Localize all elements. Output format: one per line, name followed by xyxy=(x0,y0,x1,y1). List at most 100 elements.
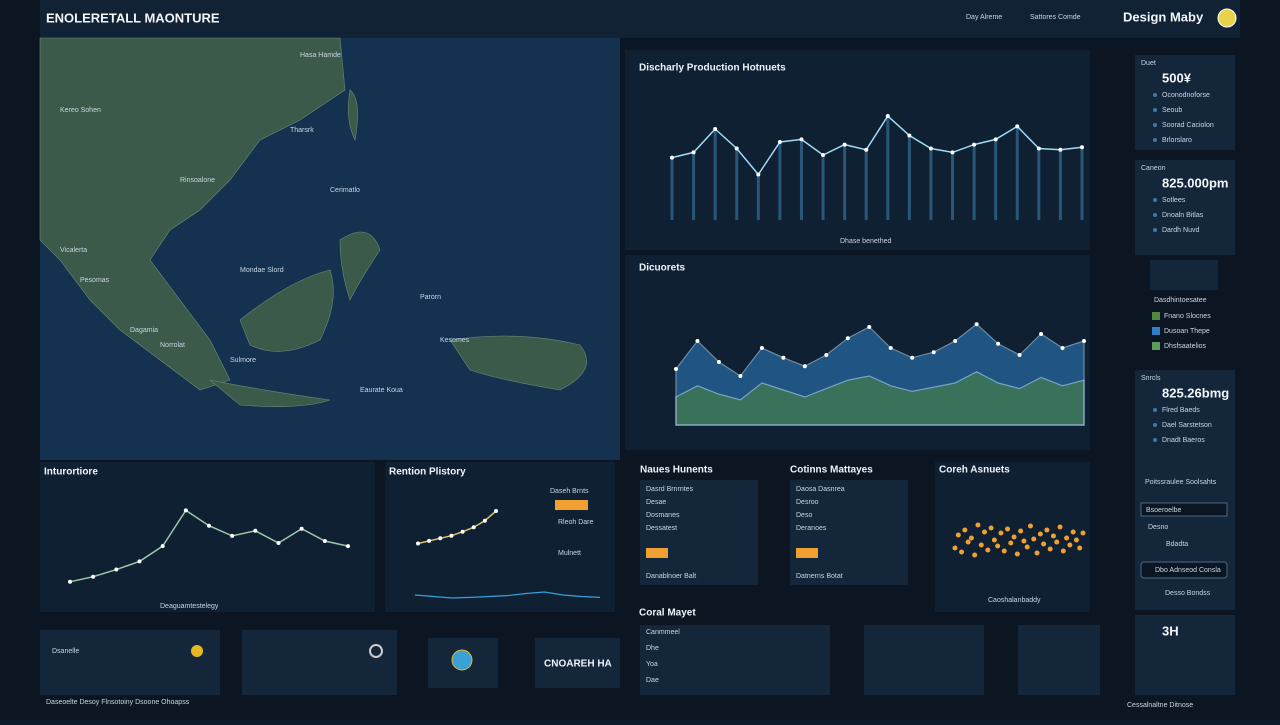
map-label: Sulmore xyxy=(230,357,256,364)
point xyxy=(759,346,764,350)
chart-title: Rention Plistory xyxy=(389,467,466,478)
point xyxy=(1077,545,1083,551)
badge xyxy=(796,548,818,558)
point xyxy=(1060,346,1065,350)
point xyxy=(1082,339,1086,343)
point xyxy=(691,150,696,155)
legend-item: Dusoan Thepe xyxy=(1164,328,1210,335)
point xyxy=(885,114,890,118)
panel xyxy=(535,638,620,688)
point xyxy=(460,529,465,534)
panel xyxy=(1135,462,1235,610)
bullet xyxy=(1153,423,1157,427)
list-row: Desae xyxy=(646,499,666,506)
point xyxy=(950,150,955,155)
list-row: Deso xyxy=(796,512,812,519)
point xyxy=(1058,147,1063,152)
panel xyxy=(640,480,758,585)
point xyxy=(867,325,872,329)
point xyxy=(734,146,739,151)
map-label: Cerimatlo xyxy=(330,187,360,194)
point xyxy=(427,538,432,543)
point xyxy=(471,525,476,530)
point xyxy=(1014,551,1020,557)
map-label: Rinsoalone xyxy=(180,177,215,184)
chart-title: Discharly Production Hotnuets xyxy=(639,63,786,74)
panel xyxy=(864,625,984,695)
footer: Daseoelte Desoy Flnsotoiny Dsoone Ohoaps… xyxy=(46,699,190,706)
legend-swatch xyxy=(1152,342,1160,350)
stat-item: Dael Sarstetson xyxy=(1162,422,1212,429)
select[interactable] xyxy=(1140,502,1228,517)
point xyxy=(931,350,936,355)
point xyxy=(1047,546,1053,552)
point xyxy=(959,549,965,555)
point xyxy=(972,552,978,558)
map-label: Parorn xyxy=(420,294,441,301)
footer: Cessalnaltne Ditnose xyxy=(1127,702,1193,709)
nav-item[interactable]: Day Alreme xyxy=(966,14,1002,21)
stat-item: Brlorslaro xyxy=(1162,137,1192,144)
stat-label: Duet xyxy=(1141,60,1156,67)
map-label: Pesomas xyxy=(80,277,110,284)
point xyxy=(1073,537,1079,543)
point xyxy=(991,537,997,543)
toggle[interactable]: Bdadta xyxy=(1166,541,1188,548)
button[interactable] xyxy=(1140,561,1228,579)
option[interactable]: Desno xyxy=(1148,524,1168,531)
settings-icon[interactable] xyxy=(369,644,383,658)
bullet xyxy=(1153,108,1157,112)
point xyxy=(1021,538,1027,544)
stat-item: Seoub xyxy=(1162,107,1182,114)
list-row: Dae xyxy=(646,677,659,684)
stat-item: Dnadt Baeros xyxy=(1162,437,1205,444)
panel xyxy=(625,50,1090,250)
avatar[interactable] xyxy=(1217,8,1237,28)
point xyxy=(716,360,721,364)
point xyxy=(1044,527,1050,533)
legend-swatch xyxy=(1152,327,1160,335)
section-title: Cotinns Mattayes xyxy=(790,465,873,476)
nav-item[interactable]: Sattores Comde xyxy=(1030,14,1081,21)
bullet xyxy=(1153,213,1157,217)
point xyxy=(1011,534,1017,540)
land xyxy=(39,37,587,407)
point xyxy=(907,133,912,138)
globe-icon xyxy=(451,649,473,671)
app-title: ENOLERETALL MAONTURE xyxy=(46,10,220,25)
trend-line xyxy=(414,591,601,599)
point xyxy=(207,523,211,528)
point xyxy=(695,339,700,343)
stat-item: Soorad Caciolon xyxy=(1162,122,1214,129)
chart-title: Coreh Asnuets xyxy=(939,465,1010,476)
list-row: Canmmeel xyxy=(646,629,680,636)
point xyxy=(756,172,761,177)
stat-item: Dardh Nuvd xyxy=(1162,227,1199,234)
point xyxy=(1039,332,1044,336)
point xyxy=(968,535,974,541)
point xyxy=(322,539,327,543)
action[interactable]: Desso Bondss xyxy=(1165,590,1211,597)
map-label: Dagamia xyxy=(130,327,158,334)
list-footer: Datnerns Botat xyxy=(796,573,843,580)
point xyxy=(1024,544,1030,550)
chart-caption: Deaguamtestelegy xyxy=(160,603,219,610)
point xyxy=(978,542,984,548)
bullet xyxy=(1153,138,1157,142)
point xyxy=(993,137,998,142)
point xyxy=(114,567,119,572)
point xyxy=(494,509,498,513)
map-label: Hasa Hamde xyxy=(300,52,341,59)
point xyxy=(1027,523,1033,529)
legend-item: Fnano Slocnes xyxy=(1164,313,1211,320)
point xyxy=(1018,528,1024,534)
point xyxy=(183,508,188,513)
point xyxy=(799,137,804,142)
point xyxy=(1034,550,1040,556)
point xyxy=(910,355,915,360)
bullet xyxy=(1153,438,1157,442)
list-row: Deranoes xyxy=(796,525,827,532)
map-label: Norrolat xyxy=(160,342,185,349)
select-value: Bsoeroelbe xyxy=(1146,507,1182,514)
stat-item: Sotlees xyxy=(1162,197,1186,204)
